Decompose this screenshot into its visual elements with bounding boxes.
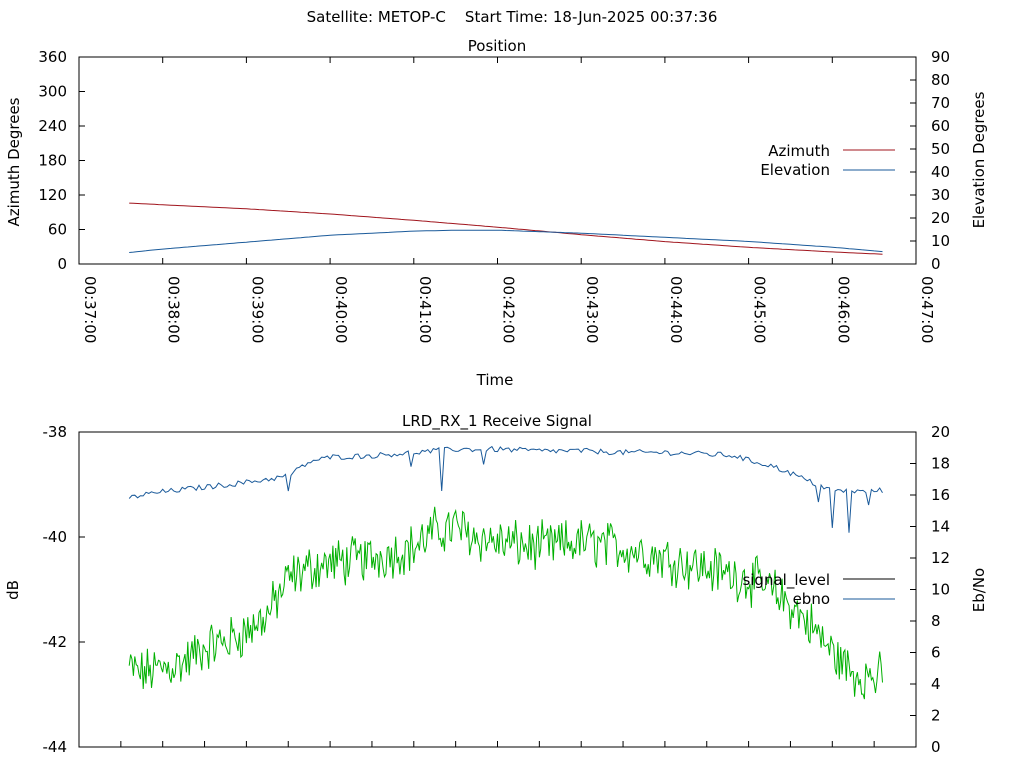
- position-y2label: Elevation Degrees: [970, 91, 988, 228]
- position-xtick-label: 00:40:00: [332, 276, 350, 343]
- position-y2tick-label: 0: [931, 255, 941, 273]
- position-axes: 0 60 120 180 240 300 360 0 10 20 30 40 50 60 70 80 90 00:…: [38, 48, 950, 343]
- position-y2tick-label: 30: [931, 186, 950, 204]
- signal-y2tick-label: 14: [931, 518, 950, 536]
- signal-series-signal-level: [128, 506, 883, 700]
- position-xtick-label: 00:37:00: [81, 276, 99, 343]
- signal-y2tick-label: 16: [931, 486, 950, 504]
- position-title: Position: [468, 37, 526, 55]
- legend-label-signal-level: signal_level: [742, 571, 830, 590]
- signal-y2tick-label: 2: [931, 707, 941, 725]
- signal-ytick-label: -40: [43, 528, 68, 546]
- position-ytick-label: 180: [38, 152, 67, 170]
- signal-y2tick-label: 0: [931, 738, 941, 756]
- position-ytick-label: 120: [38, 186, 67, 204]
- signal-series-ebno: [128, 445, 883, 533]
- signal-y2tick-label: 8: [931, 612, 941, 630]
- signal-y2tick-label: 20: [931, 423, 950, 441]
- signal-axes: -44 -42 -40 -38 0 2 4 6 8 10 12 14 16 18 20: [43, 423, 951, 756]
- position-xtick-label: 00:43:00: [583, 276, 601, 343]
- signal-ytick-label: -44: [43, 738, 68, 756]
- legend-label-ebno: ebno: [793, 590, 830, 608]
- signal-plot-frame: [78, 431, 917, 748]
- position-ylabel: Azimuth Degrees: [5, 97, 23, 226]
- signal-title: LRD_RX_1 Receive Signal: [402, 412, 592, 431]
- signal-y2tick-label: 4: [931, 675, 941, 693]
- position-series-azimuth: [129, 202, 883, 255]
- signal-y2tick-label: 6: [931, 644, 941, 662]
- signal-y2tick-label: 10: [931, 581, 950, 599]
- position-xtick-label: 00:42:00: [500, 276, 518, 343]
- signal-ylabel: dB: [4, 580, 22, 600]
- position-y2tick-label: 80: [931, 71, 950, 89]
- position-ytick-label: 240: [38, 117, 67, 135]
- position-ytick-label: 300: [38, 83, 67, 101]
- position-xtick-label: 00:38:00: [165, 276, 183, 343]
- position-y2tick-label: 20: [931, 209, 950, 227]
- legend-label-elevation: Elevation: [760, 161, 830, 179]
- position-y2tick-label: 40: [931, 163, 950, 181]
- signal-y2label: Eb/No: [970, 568, 988, 612]
- position-xtick-label: 00:45:00: [751, 276, 769, 343]
- position-xtick-label: 00:47:00: [918, 276, 936, 343]
- signal-ytick-label: -42: [43, 633, 68, 651]
- signal-legend: signal_level ebno: [742, 571, 895, 608]
- position-series: [129, 202, 883, 255]
- position-ytick-label: 60: [48, 221, 67, 239]
- position-ytick-label: 0: [57, 255, 67, 273]
- legend-label-azimuth: Azimuth: [768, 142, 830, 160]
- position-legend: Azimuth Elevation: [760, 142, 895, 179]
- signal-y2tick-label: 18: [931, 455, 950, 473]
- signal-series: [128, 445, 883, 700]
- position-xlabel: Time: [476, 371, 514, 389]
- signal-y2tick-label: 12: [931, 549, 950, 567]
- position-chart: Position 0 60 120 180 240 300 360 0 10 20 30 40 50 60…: [5, 37, 988, 389]
- position-ytick-label: 360: [38, 48, 67, 66]
- position-xtick-label: 00:39:00: [248, 276, 266, 343]
- position-y2tick-label: 10: [931, 232, 950, 250]
- position-y2tick-label: 50: [931, 140, 950, 158]
- position-series-elevation: [129, 229, 883, 253]
- figure-header: Satellite: METOP-C Start Time: 18-Jun-20…: [307, 8, 718, 26]
- position-y2tick-label: 60: [931, 117, 950, 135]
- position-xtick-label: 00:46:00: [834, 276, 852, 343]
- signal-ytick-label: -38: [43, 423, 68, 441]
- position-xtick-label: 00:41:00: [416, 276, 434, 343]
- position-xtick-label: 00:44:00: [667, 276, 685, 343]
- position-y2tick-label: 70: [931, 94, 950, 112]
- signal-chart: LRD_RX_1 Receive Signal -44 -42 -40 -38 0 2 4 6…: [4, 412, 988, 756]
- position-y2tick-label: 90: [931, 48, 950, 66]
